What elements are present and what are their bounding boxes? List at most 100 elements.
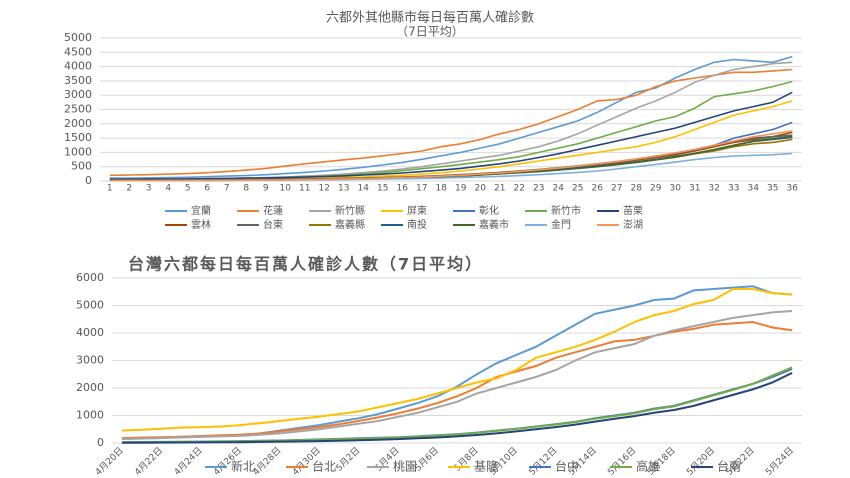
- series-line: [109, 134, 793, 182]
- x-tick-label: 4月24日: [172, 445, 205, 478]
- x-tick-label: 15: [377, 184, 388, 194]
- y-tick-label: 1000: [64, 145, 92, 158]
- legend-label: 嘉義市: [479, 218, 509, 231]
- legend-label: 花蓮: [263, 204, 283, 217]
- x-tick-label: 29: [650, 184, 662, 194]
- x-tick-label: 26: [592, 184, 604, 194]
- x-tick-label: 34: [748, 184, 760, 194]
- legend-label: 台北: [312, 459, 336, 474]
- y-tick-label: 2000: [76, 381, 104, 394]
- legend-label: 彰化: [479, 204, 499, 217]
- x-tick-label: 27: [611, 184, 622, 194]
- x-tick-label: 12: [319, 184, 330, 194]
- x-tick-label: 25: [572, 184, 583, 194]
- series-line: [109, 100, 793, 181]
- x-tick-label: 33: [728, 184, 739, 194]
- x-tick-label: 2: [126, 184, 132, 194]
- chart-title: 台灣六都每日每百萬人確診人數（7日平均）: [128, 255, 483, 274]
- series-line: [109, 68, 793, 177]
- y-tick-label: 3500: [64, 74, 92, 87]
- x-tick-label: 3: [146, 184, 152, 194]
- legend-label: 高雄: [636, 459, 660, 474]
- x-tick-label: 4月20日: [93, 445, 126, 478]
- x-tick-label: 11: [299, 184, 310, 194]
- x-tick-label: 8: [243, 184, 249, 194]
- y-tick-label: 4000: [64, 60, 92, 73]
- legend-label: 新北: [231, 459, 255, 474]
- series-line: [121, 366, 793, 444]
- series-line: [121, 285, 793, 440]
- series-line: [121, 320, 793, 440]
- x-tick-label: 16: [397, 184, 409, 194]
- x-tick-label: 17: [416, 184, 427, 194]
- series-line: [109, 136, 793, 182]
- x-tick-label: 4月28日: [251, 445, 284, 478]
- y-tick-label: 2500: [64, 103, 92, 116]
- series-line: [109, 55, 793, 179]
- legend-label: 金門: [551, 218, 571, 231]
- legend-label: 屏東: [407, 204, 427, 217]
- legend-label: 新竹縣: [335, 204, 365, 217]
- legend-label: 台南: [717, 459, 741, 474]
- series-line: [121, 288, 793, 432]
- x-tick-label: 28: [631, 184, 643, 194]
- legend-label: 基隆: [474, 459, 498, 474]
- x-tick-label: 14: [358, 184, 370, 194]
- x-tick-label: 21: [494, 184, 505, 194]
- x-tick-label: 30: [670, 184, 682, 194]
- x-tick-label: 35: [767, 184, 778, 194]
- x-tick-label: 5月24日: [763, 445, 796, 478]
- series-line: [109, 130, 793, 182]
- y-tick-label: 2000: [64, 117, 92, 130]
- x-tick-label: 1: [107, 184, 113, 194]
- legend-label: 嘉義縣: [335, 218, 365, 231]
- y-tick-label: 5000: [64, 31, 92, 44]
- x-tick-label: 7: [224, 184, 230, 194]
- series-line: [109, 61, 793, 181]
- chart-title: 六都外其他縣市每日每百萬人確診數: [326, 10, 534, 26]
- x-tick-label: 5月20日: [685, 445, 718, 478]
- y-tick-label: 500: [71, 160, 92, 173]
- x-tick-label: 4月22日: [133, 445, 166, 478]
- x-tick-label: 19: [455, 184, 467, 194]
- x-tick-label: 36: [787, 184, 799, 194]
- y-tick-label: 0: [85, 174, 92, 187]
- y-tick-label: 4500: [64, 45, 92, 58]
- x-tick-label: 31: [689, 184, 700, 194]
- x-tick-label: 5月16日: [606, 445, 639, 478]
- legend-label: 宜蘭: [191, 204, 211, 217]
- x-tick-label: 13: [338, 184, 349, 194]
- legend-label: 新竹市: [551, 204, 581, 217]
- y-tick-label: 1500: [64, 131, 92, 144]
- x-tick-label: 9: [263, 184, 269, 194]
- x-tick-label: 24: [553, 184, 565, 194]
- y-tick-label: 3000: [64, 88, 92, 101]
- y-tick-label: 6000: [76, 271, 104, 284]
- x-tick-label: 18: [436, 184, 448, 194]
- legend-label: 澎湖: [623, 219, 643, 231]
- chart-subtitle: （7日平均）: [396, 25, 464, 39]
- x-tick-label: 20: [475, 184, 487, 194]
- series-line: [121, 372, 793, 444]
- x-tick-label: 23: [533, 184, 544, 194]
- y-tick-label: 1000: [76, 409, 104, 422]
- series-line: [109, 135, 793, 182]
- legend-label: 雲林: [191, 218, 211, 231]
- x-tick-label: 4: [165, 184, 171, 194]
- legend-label: 台東: [263, 218, 283, 231]
- y-tick-label: 0: [97, 436, 104, 449]
- x-tick-label: 5月2日: [334, 445, 363, 474]
- y-tick-label: 5000: [76, 299, 104, 312]
- series-line: [109, 91, 793, 181]
- x-tick-label: 32: [709, 184, 720, 194]
- legend-label: 苗栗: [623, 205, 643, 217]
- x-tick-label: 10: [280, 184, 292, 194]
- x-tick-label: 5: [185, 184, 191, 194]
- series-line: [121, 310, 793, 440]
- legend-label: 桃園: [393, 459, 417, 474]
- x-tick-label: 22: [514, 184, 525, 194]
- legend-label: 南投: [407, 218, 427, 231]
- y-tick-label: 3000: [76, 354, 104, 367]
- x-tick-label: 6: [204, 184, 210, 194]
